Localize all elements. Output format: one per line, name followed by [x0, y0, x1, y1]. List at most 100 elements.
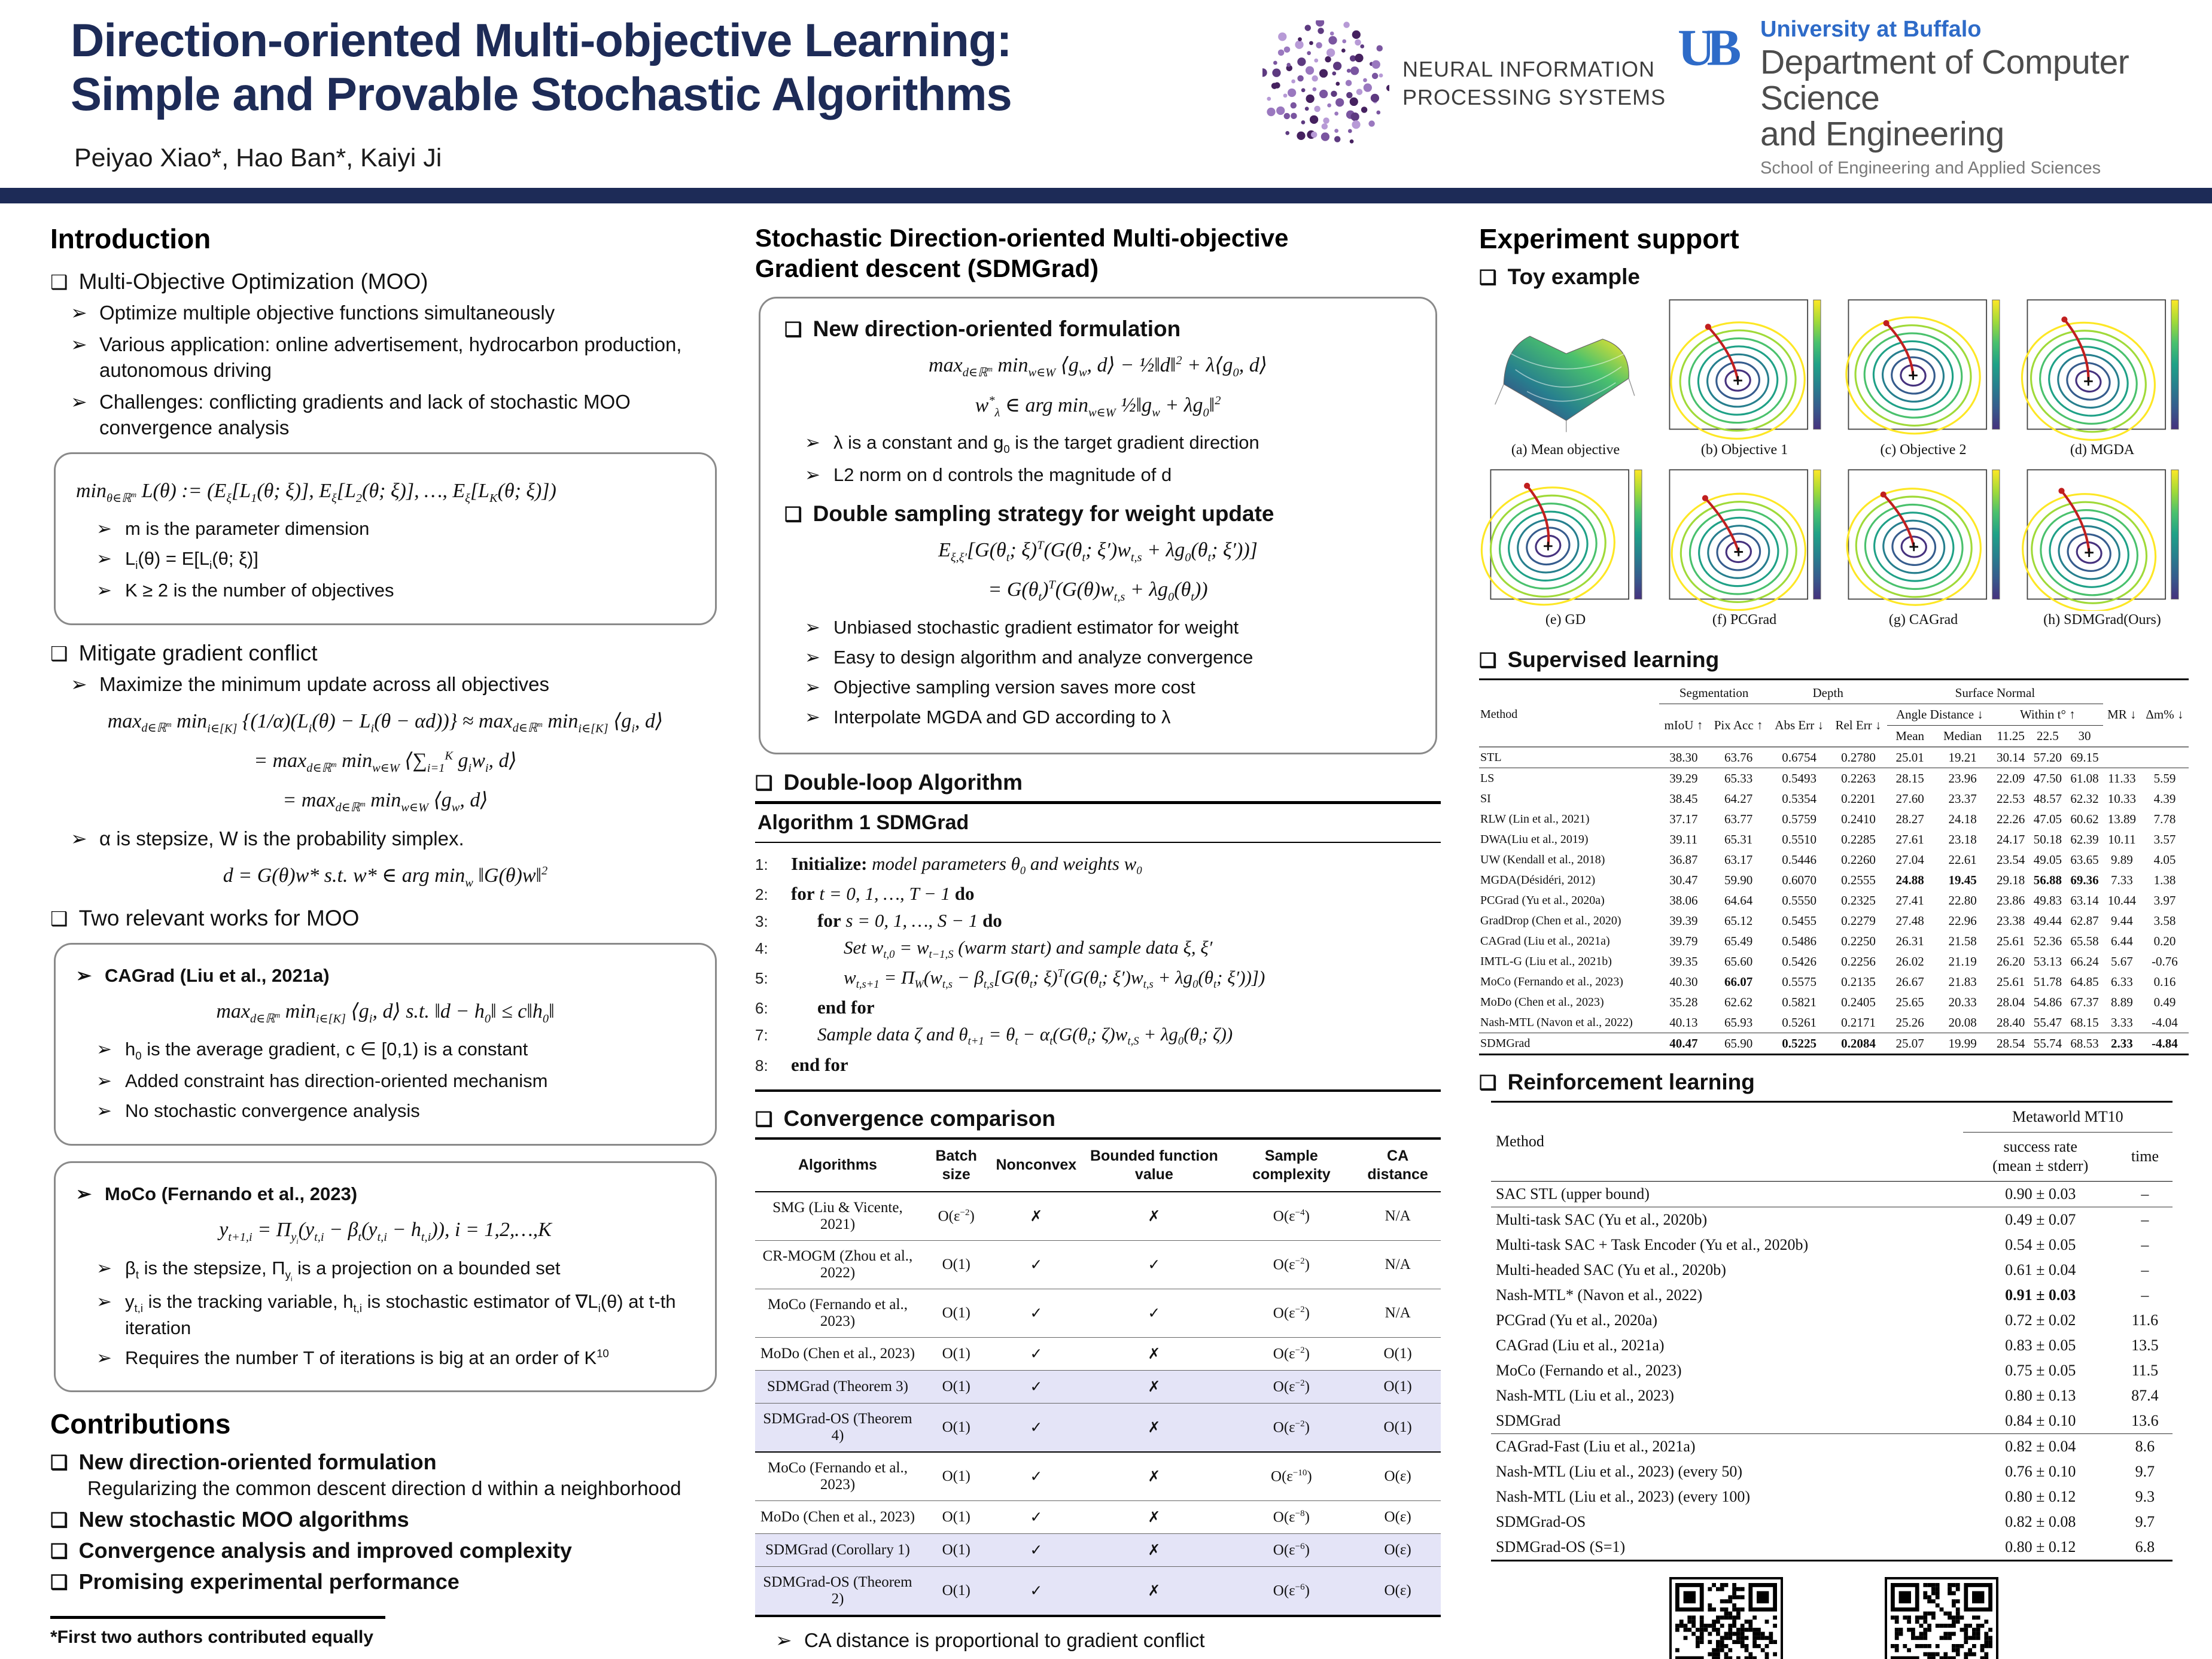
supervised-value-cell: 0.5486 [1782, 933, 1817, 948]
ub-university: University at Buffalo [1760, 17, 1982, 42]
rl-row: Multi-task SAC (Yu et al., 2020b) 0.49 ± … [1491, 1206, 2173, 1232]
convergence-row: MoDo (Chen et al., 2023) O(1) ✓ ✗ O(ε−8) O(ε) [755, 1500, 1441, 1534]
supervised-value-cell: 24.18 [1948, 811, 1977, 826]
supervised-value-cell: 35.28 [1669, 994, 1698, 1009]
algorithm-line-number: 8: [755, 1056, 768, 1074]
formulation-title: New direction-oriented formulation [784, 316, 1411, 342]
rl-method-cell: Multi-headed SAC (Yu et al., 2020b) [1496, 1261, 1726, 1279]
supervised-col-header: Abs Err ↓ [1769, 704, 1830, 748]
supervised-value-cell: 7.33 [2110, 872, 2133, 887]
convergence-cell: O(ε) [1355, 1452, 1441, 1501]
supervised-row: STL 38.30 63.76 0.6754 0.2780 25.01 19.21 30.14… [1479, 747, 2189, 769]
rl-success-cell: 0.80 ± 0.13 [2005, 1386, 2076, 1404]
contour-plot [1669, 299, 1821, 440]
convergence-cell: N/A [1355, 1240, 1441, 1289]
supervised-value-cell: 0.5354 [1782, 791, 1817, 806]
supervised-value-cell: 38.30 [1659, 747, 1708, 769]
rl-time-cell: 11.5 [2131, 1361, 2159, 1379]
supervised-method-cell: CAGrad (Liu et al., 2021a) [1480, 934, 1610, 948]
rl-row: CAGrad (Liu et al., 2021a) 0.83 ± 0.05 13.… [1491, 1333, 2173, 1358]
supervised-value-cell: 39.39 [1669, 913, 1698, 928]
supervised-value-cell: 7.78 [2153, 811, 2176, 826]
convergence-table-body: SMG (Liu & Vicente, 2021) O(ε−2) ✗ ✗ O(ε−4) N… [755, 1192, 1441, 1617]
supervised-value-cell: 25.61 [1997, 974, 2025, 989]
rl-table-body: SAC STL (upper bound) 0.90 ± 0.03– Multi-t… [1491, 1181, 2173, 1561]
rl-row: Nash-MTL (Liu et al., 2023) (every 100) 0… [1491, 1484, 2173, 1509]
convergence-cell: ✓ [992, 1566, 1081, 1617]
supervised-value-cell: 65.49 [1724, 933, 1753, 948]
supervised-value-cell: 22.61 [1948, 852, 1977, 867]
supervised-value-cell: 53.13 [2033, 954, 2062, 969]
supervised-value-cell: 49.05 [2033, 852, 2062, 867]
rl-row: Multi-task SAC + Task Encoder (Yu et al.… [1491, 1232, 2173, 1258]
supervised-value-cell [2103, 747, 2141, 769]
rl-time-cell: 9.3 [2135, 1487, 2155, 1505]
double-loop-title: Double-loop Algorithm [755, 770, 1441, 795]
rl-success-cell: 0.83 ± 0.05 [2005, 1336, 2076, 1354]
rl-time-cell: 6.8 [2117, 1534, 2173, 1561]
double-sampling-formula-1: Eξ,ξ′[G(θt; ξ)T(G(θt; ξ′)wt,s + λg0(θt; … [938, 538, 1258, 564]
column-sdmgrad: Stochastic Direction-oriented Multi-obje… [755, 223, 1441, 1659]
bullet-item: Requires the number T of iterations is b… [96, 1346, 695, 1371]
supervised-value-cell: 60.62 [2070, 811, 2099, 826]
rl-success-cell: 0.80 ± 0.12 [2005, 1487, 2076, 1505]
convergence-cell: ✓ [992, 1289, 1081, 1338]
contribution-item: Promising experimental performance [50, 1569, 720, 1594]
section-heading-introduction: Introduction [50, 223, 211, 254]
supervised-value-cell: 22.09 [1997, 771, 2025, 786]
convergence-col-header: CA distance [1355, 1137, 1441, 1192]
footnote-text: *First two authors contributed equally [50, 1627, 374, 1648]
supervised-value-cell: 0.5759 [1782, 811, 1817, 826]
convergence-row: SDMGrad (Theorem 3) O(1) ✓ ✗ O(ε−2) O(1) [755, 1370, 1441, 1404]
double-sampling-bullets: Unbiased stochastic gradient estimator f… [805, 616, 1411, 730]
supervised-value-cell: 21.58 [1948, 933, 1977, 948]
supervised-method-cell: SI [1480, 792, 1491, 805]
convergence-cell: O(1) [920, 1533, 993, 1567]
supervised-group-header: Surface Normal [1887, 678, 2103, 704]
supervised-method-cell: Nash-MTL (Navon et al., 2022) [1480, 1015, 1633, 1029]
toy-figure: (b) Objective 1 [1658, 296, 1831, 463]
supervised-value-cell: 6.33 [2110, 974, 2133, 989]
section-heading-sdmgrad: Stochastic Direction-oriented Multi-obje… [755, 224, 1289, 283]
supervised-method-cell: LS [1480, 771, 1495, 785]
poster-title: Direction-oriented Multi-objective Learn… [71, 13, 1012, 121]
convergence-cell: O(ε−6) [1228, 1566, 1355, 1617]
toy-figure: (g) CAGrad [1837, 465, 2010, 633]
convergence-cell: O(1) [920, 1337, 993, 1371]
algorithm-line: 7: Sample data ζ and θt+1 = θt − αt(G(θt;… [755, 1024, 1441, 1048]
supervised-col-header: 22.5 [2029, 725, 2067, 748]
algorithm-line-text: Sample data ζ and θt+1 = θt − αt(G(θt; ζ… [817, 1024, 1233, 1048]
supervised-value-cell: 23.54 [1997, 852, 2025, 867]
supervised-value-cell: 3.58 [2153, 913, 2176, 928]
mitigate-formula-3: = maxd∈ℝm minw∈W ⟨gw, d⟩ [282, 789, 488, 815]
supervised-value-cell: 38.06 [1669, 893, 1698, 908]
convergence-cell: O(1) [920, 1500, 993, 1534]
convergence-col-header: Sample complexity [1228, 1137, 1355, 1192]
contribution-title: Convergence analysis and improved comple… [50, 1538, 720, 1563]
rl-table-head: Method Metaworld MT10 success rate (mean ± … [1491, 1101, 2173, 1182]
supervised-value-cell: 4.05 [2153, 852, 2176, 867]
rl-time-cell: – [2141, 1235, 2149, 1253]
supervised-value-cell: 0.49 [2153, 994, 2176, 1009]
convergence-cell: O(1) [920, 1566, 993, 1617]
cagrad-title: CAGrad (Liu et al., 2021a) [76, 964, 695, 988]
supervised-value-cell: 5.59 [2153, 771, 2176, 786]
ub-text-block: University at Buffalo Department of Comp… [1760, 17, 2212, 178]
convergence-title: Convergence comparison [755, 1106, 1441, 1131]
supervised-value-cell: 48.57 [2033, 791, 2062, 806]
supervised-value-cell: 26.67 [1895, 974, 1924, 989]
supervised-value-cell: 3.33 [2110, 1015, 2133, 1030]
convergence-cell: ✗ [1080, 1192, 1228, 1241]
algorithm-line-number: 4: [755, 939, 768, 957]
supervised-value-cell: 29.18 [1997, 872, 2025, 887]
formulation-formula-2: w*λ ∈ arg minw∈W ½‖gw + λg0‖2 [975, 394, 1221, 419]
supervised-value-cell: 0.2780 [1829, 747, 1887, 769]
bullet-item: Interpolate MGDA and GD according to λ [805, 705, 1411, 730]
convergence-row: MoCo (Fernando et al., 2023) O(1) ✓ ✗ O(ε−10… [755, 1452, 1441, 1501]
rl-row: Multi-headed SAC (Yu et al., 2020b) 0.61 … [1491, 1258, 2173, 1283]
supervised-value-cell: 0.2279 [1841, 913, 1876, 928]
supervised-value-cell: 63.14 [2070, 893, 2099, 908]
algorithm-title: Algorithm 1 SDMGrad [755, 804, 1441, 843]
convergence-row: MoCo (Fernando et al., 2023) O(1) ✓ ✓ O(ε−2)… [755, 1289, 1441, 1338]
cagrad-formula: maxd∈ℝm mini∈[K] ⟨gi, d⟩ s.t. ‖d − h0‖ ≤… [216, 1000, 555, 1026]
